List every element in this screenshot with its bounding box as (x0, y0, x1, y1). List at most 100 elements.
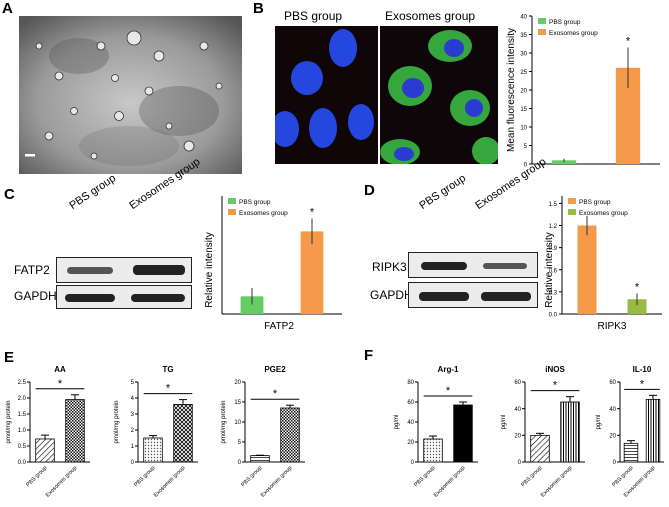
chart-inos-ytick-label: 60 (514, 380, 521, 386)
small-charts: AA pmol/mg protein 0.0 0.5 1.0 1.5 2.0 2.5 PBS g… (6, 365, 664, 499)
chart-il-10-xtick-label: PBS group (611, 465, 634, 488)
exosomes-fluorescence-image (380, 26, 500, 165)
blot-gapdh-c (56, 285, 192, 309)
chart-d-ytick-label: 1.2 (549, 224, 558, 230)
chart-arg-1-significance: * (446, 385, 451, 397)
chart-b-ytick-label: 15 (520, 107, 527, 113)
chart-c: Relative intensity FATP2 * PBS group Exos… (204, 196, 342, 332)
chart-b-legend-swatch (538, 29, 546, 35)
chart-il-10-ytick-label: 20 (609, 434, 616, 440)
chart-pge2-ytick-label: 0 (238, 460, 242, 466)
chart-arg-1-ytick-label: 60 (407, 400, 414, 406)
chart-il-10-bar (623, 442, 639, 463)
pbs-image-title: PBS group (284, 9, 343, 23)
lane-label-pbs-d: PBS group (417, 172, 469, 212)
blot-row-gapdh-c: GAPDH (14, 289, 57, 303)
chart-tg-ytick-label: 2 (131, 428, 135, 434)
chart-b-ytick-label: 0 (524, 163, 528, 169)
chart-aa-bar (65, 399, 85, 463)
chart-d-legend-label: Exosomes group (579, 210, 628, 217)
lane-label-pbs-c: PBS group (67, 172, 119, 212)
chart-inos-ytick-label: 20 (514, 434, 521, 440)
chart-c-legend: PBS group Exosomes group (228, 198, 288, 217)
chart-c-axes: * (221, 196, 342, 315)
chart-aa-ytick-label: 0.5 (18, 444, 27, 450)
chart-il-10-ytick-label: 60 (609, 380, 616, 386)
chart-inos-title: iNOS (545, 365, 565, 374)
chart-d: Relative intensity RIPK3 0.0 0.3 0.6 0.9 1.2… (544, 196, 662, 332)
chart-il-10-ylabel: pg/ml (596, 415, 602, 430)
chart-tg-xtick-label: PBS group (133, 465, 156, 488)
panel-label-e: E (4, 349, 15, 366)
chart-tg-ytick-label: 1 (131, 444, 135, 450)
chart-arg-1-ytick-label: 80 (407, 380, 414, 386)
chart-il-10-significance: * (640, 378, 645, 390)
chart-aa-title: AA (54, 365, 66, 374)
chart-b-ylabel: Mean fluorescence intensity (506, 28, 517, 152)
panel-label-b: B (253, 0, 264, 17)
chart-tg-significance: * (166, 383, 171, 395)
chart-aa-ytick-label: 0.0 (18, 460, 27, 466)
chart-arg-1-title: Arg-1 (438, 365, 459, 374)
chart-aa-ytick-label: 1.5 (18, 412, 27, 418)
chart-inos-xtick-label: Exosomes group (540, 465, 573, 498)
chart-d-ylabel: Relative intensity (544, 232, 555, 308)
chart-inos-significance: * (553, 380, 558, 392)
chart-tg-ytick-label: 5 (131, 380, 135, 386)
chart-d-legend: PBS group Exosomes group (568, 198, 628, 217)
chart-arg-1-xtick-label: Exosomes group (433, 465, 466, 498)
chart-tg-xtick-label: Exosomes group (153, 465, 186, 498)
chart-b-ytick-label: 35 (520, 33, 527, 39)
chart-d-ytick-label: 0.9 (549, 246, 558, 252)
chart-c-bar (300, 231, 324, 314)
chart-tg-title: TG (162, 365, 173, 374)
blot-row-fatp2: FATP2 (14, 263, 50, 277)
chart-inos-ylabel: pg/ml (501, 415, 507, 430)
chart-inos-xtick-label: PBS group (520, 465, 543, 488)
chart-arg-1-xtick-label: PBS group (413, 465, 436, 488)
chart-tg-bar (143, 437, 163, 463)
chart-b-legend-label: Exosomes group (549, 30, 598, 37)
chart-c-legend-swatch (228, 198, 236, 204)
chart-inos-bar (530, 434, 550, 463)
chart-b-ytick-label: 40 (520, 15, 527, 21)
blot-row-gapdh-d: GAPDH (370, 288, 413, 302)
chart-b-ytick-label: 30 (520, 52, 527, 58)
chart-d-ytick-label: 1.5 (549, 202, 558, 208)
chart-d-ytick-label: 0.6 (549, 268, 558, 274)
chart-c-legend-label: Exosomes group (239, 210, 288, 217)
chart-inos-bar (560, 401, 580, 463)
chart-b-significance: * (626, 35, 631, 47)
chart-aa-bar (35, 438, 55, 463)
chart-d-bar (577, 225, 597, 314)
panel-label-f: F (364, 347, 374, 364)
panel-label-c: C (4, 186, 15, 203)
chart-c-legend-swatch (228, 209, 236, 215)
chart-arg-1-bar (423, 438, 443, 463)
chart-pge2-title: PGE2 (264, 365, 286, 374)
tem-micrograph (19, 16, 242, 174)
chart-b-ytick-label: 25 (520, 70, 527, 76)
chart-c-xlabel: FATP2 (264, 321, 294, 332)
chart-b-legend-label: PBS group (549, 19, 581, 26)
chart-aa-ytick-label: 2.5 (18, 380, 27, 386)
chart-tg-ylabel: pmol/mg protein (114, 400, 120, 443)
chart-pge2-ytick-label: 20 (234, 380, 241, 386)
chart-c-bar (240, 296, 264, 314)
chart-c-ylabel: Relative intensity (204, 232, 215, 308)
chart-b-ytick-label: 20 (520, 89, 527, 95)
chart-d-bar (627, 299, 647, 314)
chart-aa-xtick-label: PBS group (25, 465, 48, 488)
chart-d-significance: * (635, 281, 640, 293)
chart-pge2-xtick-label: Exosomes group (260, 465, 293, 498)
exosomes-image-title: Exosomes group (385, 9, 476, 23)
chart-b-axes: 0 5 10 15 20 25 30 35 40 * (520, 15, 660, 169)
chart-aa-ytick-label: 1.0 (18, 428, 27, 434)
chart-d-legend-swatch (568, 209, 576, 215)
panel-label-a: A (2, 0, 13, 17)
chart-pge2-ytick-label: 10 (234, 420, 241, 426)
chart-tg-ytick-label: 4 (131, 396, 135, 402)
chart-tg-ytick-label: 3 (131, 412, 135, 418)
chart-d-legend-swatch (568, 198, 576, 204)
chart-arg-1-ytick-label: 20 (407, 440, 414, 446)
